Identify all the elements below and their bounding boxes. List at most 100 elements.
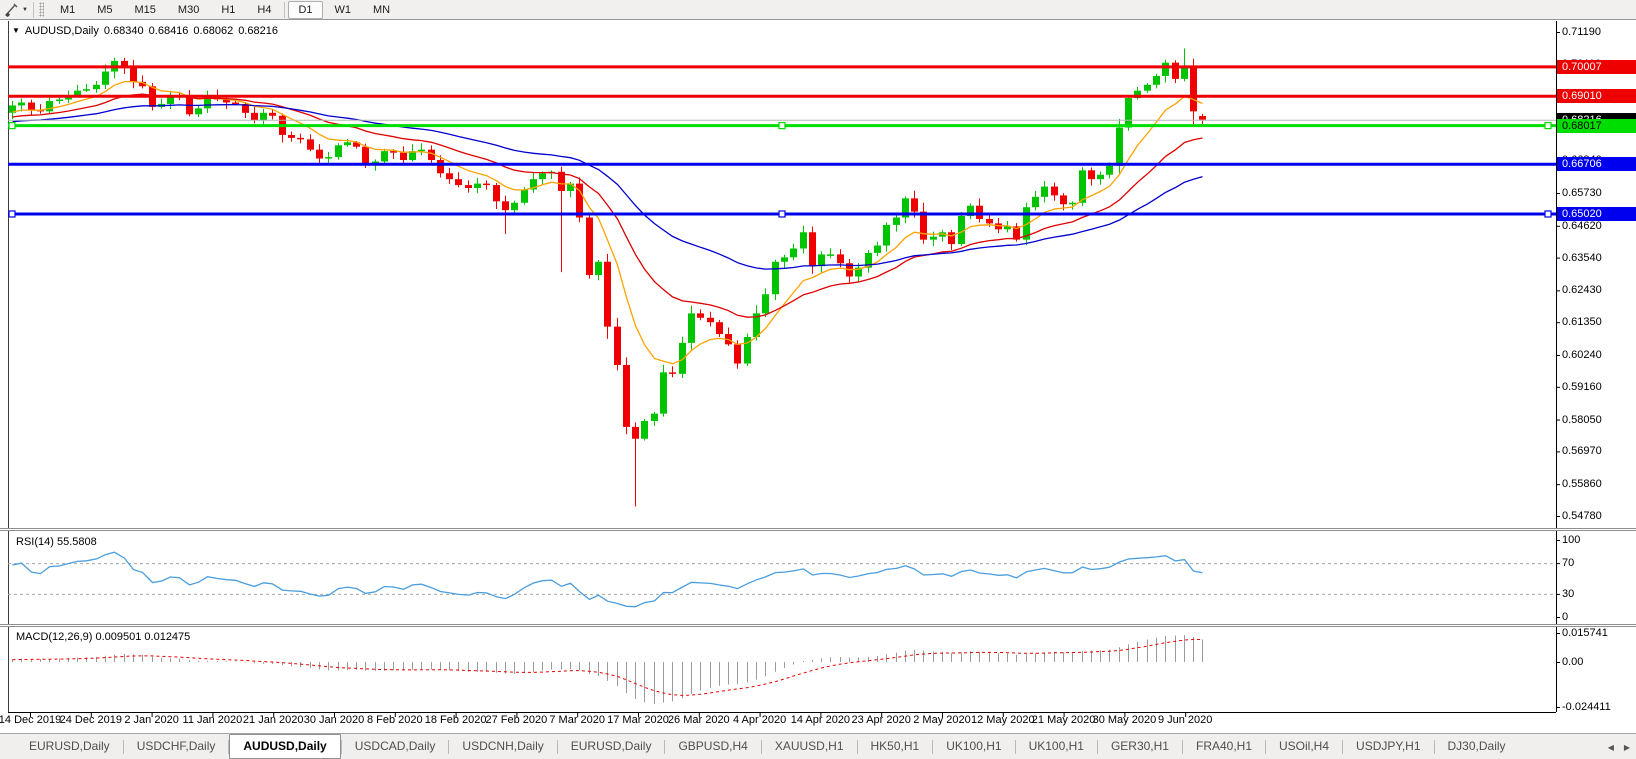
date-label: 8 Feb 2020 [366, 714, 423, 726]
macd-tick-label: 0.00 [1562, 656, 1584, 668]
date-label: 7 Mar 2020 [549, 714, 606, 726]
hline-price-label-0.70007[interactable]: 0.70007 [1557, 59, 1636, 74]
rsi-tick-label: 30 [1562, 587, 1575, 600]
rsi-tick-label: 0 [1562, 611, 1569, 623]
date-label: 27 Feb 2020 [485, 714, 548, 726]
tab-gbpusd-h4[interactable]: GBPUSD,H4 [678, 739, 748, 753]
date-label: 26 Mar 2020 [667, 714, 730, 726]
macd-tick-label: 0.015741 [1562, 627, 1608, 639]
tab-audusd-daily[interactable]: AUDUSD,Daily [229, 734, 341, 759]
date-label: 14 Dec 2019 [0, 714, 62, 726]
date-label: 9 Jun 2020 [1157, 714, 1213, 726]
tab-ger30-h1[interactable]: GER30,H1 [1110, 739, 1169, 753]
date-label: 2 May 2020 [913, 714, 971, 726]
date-label: 21 Jan 2020 [242, 714, 304, 726]
tab-divider [340, 739, 342, 754]
tab-uk100-h1[interactable]: UK100,H1 [946, 739, 1002, 753]
rsi-tick-label: 70 [1562, 557, 1575, 570]
tool-dropdown-arrow-icon[interactable]: ▼ [22, 6, 28, 13]
timeframe-mn-button[interactable]: MN [373, 3, 391, 16]
price-tick-label: 0.56970 [1562, 445, 1602, 458]
tab-divider [664, 739, 666, 754]
cursor-tool-button[interactable]: ▼ [0, 2, 31, 17]
tab-xauusd-h1[interactable]: XAUUSD,H1 [774, 739, 844, 753]
tab-usdjpy-h1[interactable]: USDJPY,H1 [1356, 739, 1421, 753]
date-label: 17 Mar 2020 [607, 714, 669, 726]
tab-divider [1181, 739, 1183, 754]
price-tick-label: 0.59160 [1562, 380, 1602, 393]
tab-usdchf-daily[interactable]: USDCHF,Daily [136, 739, 216, 753]
rsi-pane-plot-area[interactable] [8, 531, 1556, 624]
tab-usoil-h4[interactable]: USOil,H4 [1279, 739, 1330, 753]
hline-price-label-0.66706[interactable]: 0.66706 [1557, 157, 1636, 172]
date-label: 30 Jan 2020 [303, 714, 365, 726]
tab-divider [1433, 739, 1435, 754]
tab-divider [760, 739, 762, 754]
rsi-tick-label: 100 [1562, 534, 1581, 546]
timeframe-d1-button[interactable]: D1 [288, 0, 323, 19]
ohlc-high: 0.68416 [148, 25, 189, 37]
hline-price-label-0.65020[interactable]: 0.65020 [1557, 206, 1636, 221]
ohlc-low: 0.68062 [193, 25, 234, 37]
date-label: 2 Jan 2020 [124, 714, 179, 726]
tab-divider [228, 739, 230, 754]
tab-fra40-h1[interactable]: FRA40,H1 [1195, 739, 1253, 753]
price-tick-label: 0.65730 [1562, 187, 1602, 200]
tab-usdcnh-daily[interactable]: USDCNH,Daily [462, 739, 544, 753]
chart-tab-bar: EURUSD,Daily USDCHF,Daily AUDUSD,Daily USDC… [0, 733, 1636, 759]
price-tick-label: 0.64620 [1562, 219, 1602, 232]
date-label: 21 May 2020 [1031, 714, 1096, 726]
rsi-label: RSI(14) 55.5808 [16, 536, 97, 548]
tab-divider [1265, 739, 1267, 754]
date-label: 4 Apr 2020 [732, 714, 787, 726]
timeframe-m5-button[interactable]: M5 [97, 3, 113, 16]
tab-divider [556, 739, 558, 754]
tab-uk100-h1[interactable]: UK100,H1 [1028, 739, 1084, 753]
tab-divider [448, 739, 450, 754]
timeframe-w1-button[interactable]: W1 [334, 3, 352, 16]
time-axis[interactable]: 14 Dec 2019 24 Dec 2019 2 Jan 2020 11 Jan 2… [0, 714, 1636, 733]
toolbar-grip-handle[interactable] [38, 2, 44, 17]
price-tick-label: 0.71190 [1562, 26, 1601, 38]
tab-divider [1096, 739, 1098, 754]
date-label: 18 Feb 2020 [424, 714, 487, 726]
hline-price-label-0.69010[interactable]: 0.69010 [1557, 89, 1636, 104]
date-label: 30 May 2020 [1092, 714, 1157, 726]
crosshair-tool-icon [5, 3, 18, 17]
price-tick-label: 0.61350 [1562, 316, 1602, 329]
price-tick-label: 0.55860 [1562, 478, 1602, 491]
timeframe-h4-button[interactable]: H4 [257, 3, 272, 16]
timeframe-toolbar: ▼ M1 M5 M15 M30 H1 H4 D1 W1 MN [0, 0, 1636, 20]
price-tick-label: 0.63540 [1562, 251, 1602, 264]
tab-usdcad-daily[interactable]: USDCAD,Daily [354, 739, 436, 753]
macd-pane-plot-area[interactable] [8, 627, 1556, 712]
main-chart-plot-area[interactable] [8, 21, 1556, 528]
date-label: 12 May 2020 [970, 714, 1035, 726]
price-tick-label: 0.60240 [1562, 348, 1602, 361]
tab-scroll-left-icon[interactable]: ◀ [1607, 742, 1614, 752]
tab-divider [1014, 739, 1016, 754]
tab-scroll-right-icon[interactable]: ▶ [1623, 742, 1630, 752]
tab-hk50-h1[interactable]: HK50,H1 [870, 739, 920, 753]
chart-symbol: AUDUSD,Daily [24, 25, 99, 37]
tab-divider [932, 739, 934, 754]
hline-price-label-0.68017[interactable]: 0.68017 [1557, 118, 1636, 133]
ohlc-open: 0.68340 [103, 25, 144, 37]
tab-divider [1342, 739, 1344, 754]
date-label: 11 Jan 2020 [182, 714, 243, 726]
chart-title: ▼ AUDUSD,Daily 0.68340 0.68416 0.68062 0… [12, 25, 278, 37]
tab-divider [856, 739, 858, 754]
price-tick-label: 0.62430 [1562, 284, 1602, 297]
toolbar-separator [284, 1, 286, 18]
tab-dj30-daily[interactable]: DJ30,Daily [1447, 739, 1506, 753]
tab-eurusd-daily[interactable]: EURUSD,Daily [29, 739, 110, 753]
timeframe-h1-button[interactable]: H1 [221, 3, 236, 16]
tab-eurusd-daily[interactable]: EURUSD,Daily [570, 739, 652, 753]
timeframe-m30-button[interactable]: M30 [177, 3, 200, 16]
timeframe-m1-button[interactable]: M1 [59, 3, 76, 16]
macd-tick-label: -0.024411 [1562, 700, 1611, 713]
date-label: 23 Apr 2020 [851, 714, 911, 726]
timeframe-m15-button[interactable]: M15 [134, 3, 156, 16]
chart-collapse-arrow-icon[interactable]: ▼ [12, 26, 20, 35]
